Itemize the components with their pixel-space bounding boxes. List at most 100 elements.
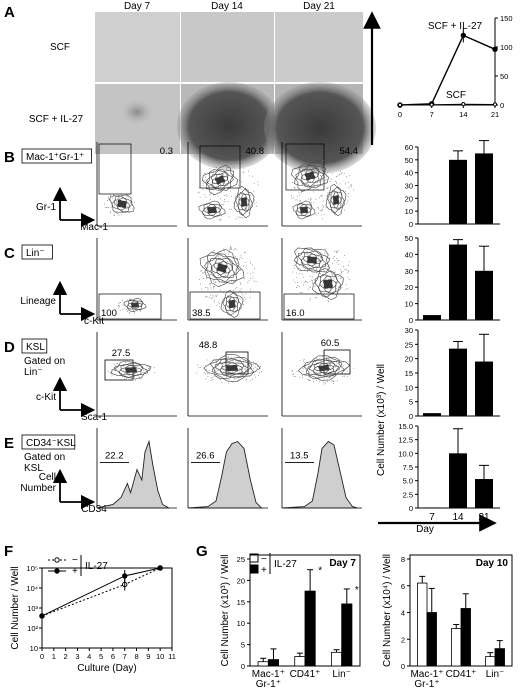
event-dot (211, 297, 213, 299)
event-dot (111, 369, 113, 371)
event-dot (320, 276, 322, 278)
gate-percent: 26.6 (196, 450, 215, 461)
bar (294, 656, 306, 667)
event-dot (346, 288, 348, 289)
data-point (461, 102, 466, 107)
event-dot (104, 206, 106, 208)
event-dot (211, 298, 212, 300)
event-dot (304, 281, 306, 283)
flow-plot: 13.5 (281, 428, 362, 509)
event-dot (240, 269, 241, 271)
bar (485, 656, 496, 667)
event-dot (221, 381, 222, 383)
contour-line (202, 164, 238, 196)
event-dot (214, 367, 216, 369)
gate-label-box (21, 338, 48, 354)
event-dot (293, 376, 295, 377)
event-dot (226, 360, 228, 361)
event-dot (308, 286, 310, 288)
x-tick-label: 8 (134, 652, 138, 661)
event-dot (229, 180, 231, 182)
event-dot (242, 371, 244, 372)
event-dot (211, 213, 213, 215)
event-dot (197, 192, 199, 194)
event-dot (229, 187, 231, 188)
y-tick-label: 10 (30, 644, 38, 653)
contour-line (199, 248, 245, 288)
event-dot (332, 263, 333, 265)
event-dot (237, 205, 238, 207)
event-dot (234, 248, 236, 250)
panel-letter: D (4, 339, 15, 356)
event-dot (207, 206, 208, 207)
event-dot (341, 287, 343, 288)
contour-line (206, 169, 234, 191)
contour-line (301, 207, 307, 213)
event-dot (323, 168, 325, 169)
event-dot (307, 367, 309, 369)
event-dot (250, 291, 252, 292)
event-dot (216, 295, 217, 297)
event-dot (248, 170, 249, 172)
event-dot (335, 366, 336, 367)
event-dot (211, 380, 212, 381)
event-dot (300, 170, 301, 172)
contour-line (218, 265, 226, 271)
event-dot (205, 262, 207, 264)
event-dot (253, 183, 255, 184)
event-dot (326, 359, 328, 360)
event-dot (233, 281, 234, 282)
event-dot (232, 357, 234, 359)
event-dot (115, 365, 117, 367)
y-axis-label: Gr-1 (36, 202, 56, 213)
event-dot (203, 278, 204, 279)
event-dot (231, 265, 233, 267)
event-dot (245, 187, 246, 189)
event-dot (340, 277, 342, 279)
event-dot (310, 199, 311, 201)
event-dot (320, 210, 322, 211)
event-dot (338, 285, 340, 287)
event-dot (246, 207, 247, 209)
event-dot (233, 166, 235, 168)
event-dot (237, 379, 238, 381)
event-dot (331, 173, 333, 175)
day-axis-label: Day (416, 524, 434, 535)
event-dot (214, 281, 216, 283)
gate-percent: 40.8 (246, 146, 265, 157)
contour-line (330, 191, 342, 209)
event-dot (334, 260, 336, 261)
event-dot (323, 206, 325, 208)
x-axis-label: Culture (Day) (77, 663, 136, 674)
event-dot (240, 283, 241, 285)
panel-letter-g: G (196, 543, 208, 560)
y-tick-label: 0 (409, 412, 413, 421)
event-dot (215, 363, 217, 365)
event-dot (222, 307, 224, 309)
event-dot (333, 369, 335, 371)
event-dot (336, 258, 338, 259)
event-dot (134, 307, 136, 309)
event-dot (140, 301, 142, 303)
event-dot (344, 209, 345, 211)
event-dot (317, 207, 318, 209)
event-dot (200, 283, 201, 285)
event-dot (136, 365, 138, 367)
event-dot (128, 312, 130, 313)
event-dot (224, 201, 226, 202)
event-dot (295, 199, 297, 201)
event-dot (111, 197, 113, 199)
contour-line (334, 196, 338, 204)
y-tick-label: 30 (405, 267, 413, 276)
event-dot (248, 175, 250, 177)
event-dot (213, 301, 215, 303)
event-dot (115, 201, 117, 203)
event-dot (297, 195, 298, 197)
event-dot (213, 194, 214, 196)
event-dot (224, 250, 225, 252)
event-dot (205, 296, 206, 298)
contour-line (300, 168, 320, 184)
bar-chart: 0 10 20 30 40 50 60 (405, 140, 500, 229)
event-dot (336, 175, 338, 177)
event-dot (319, 273, 321, 274)
